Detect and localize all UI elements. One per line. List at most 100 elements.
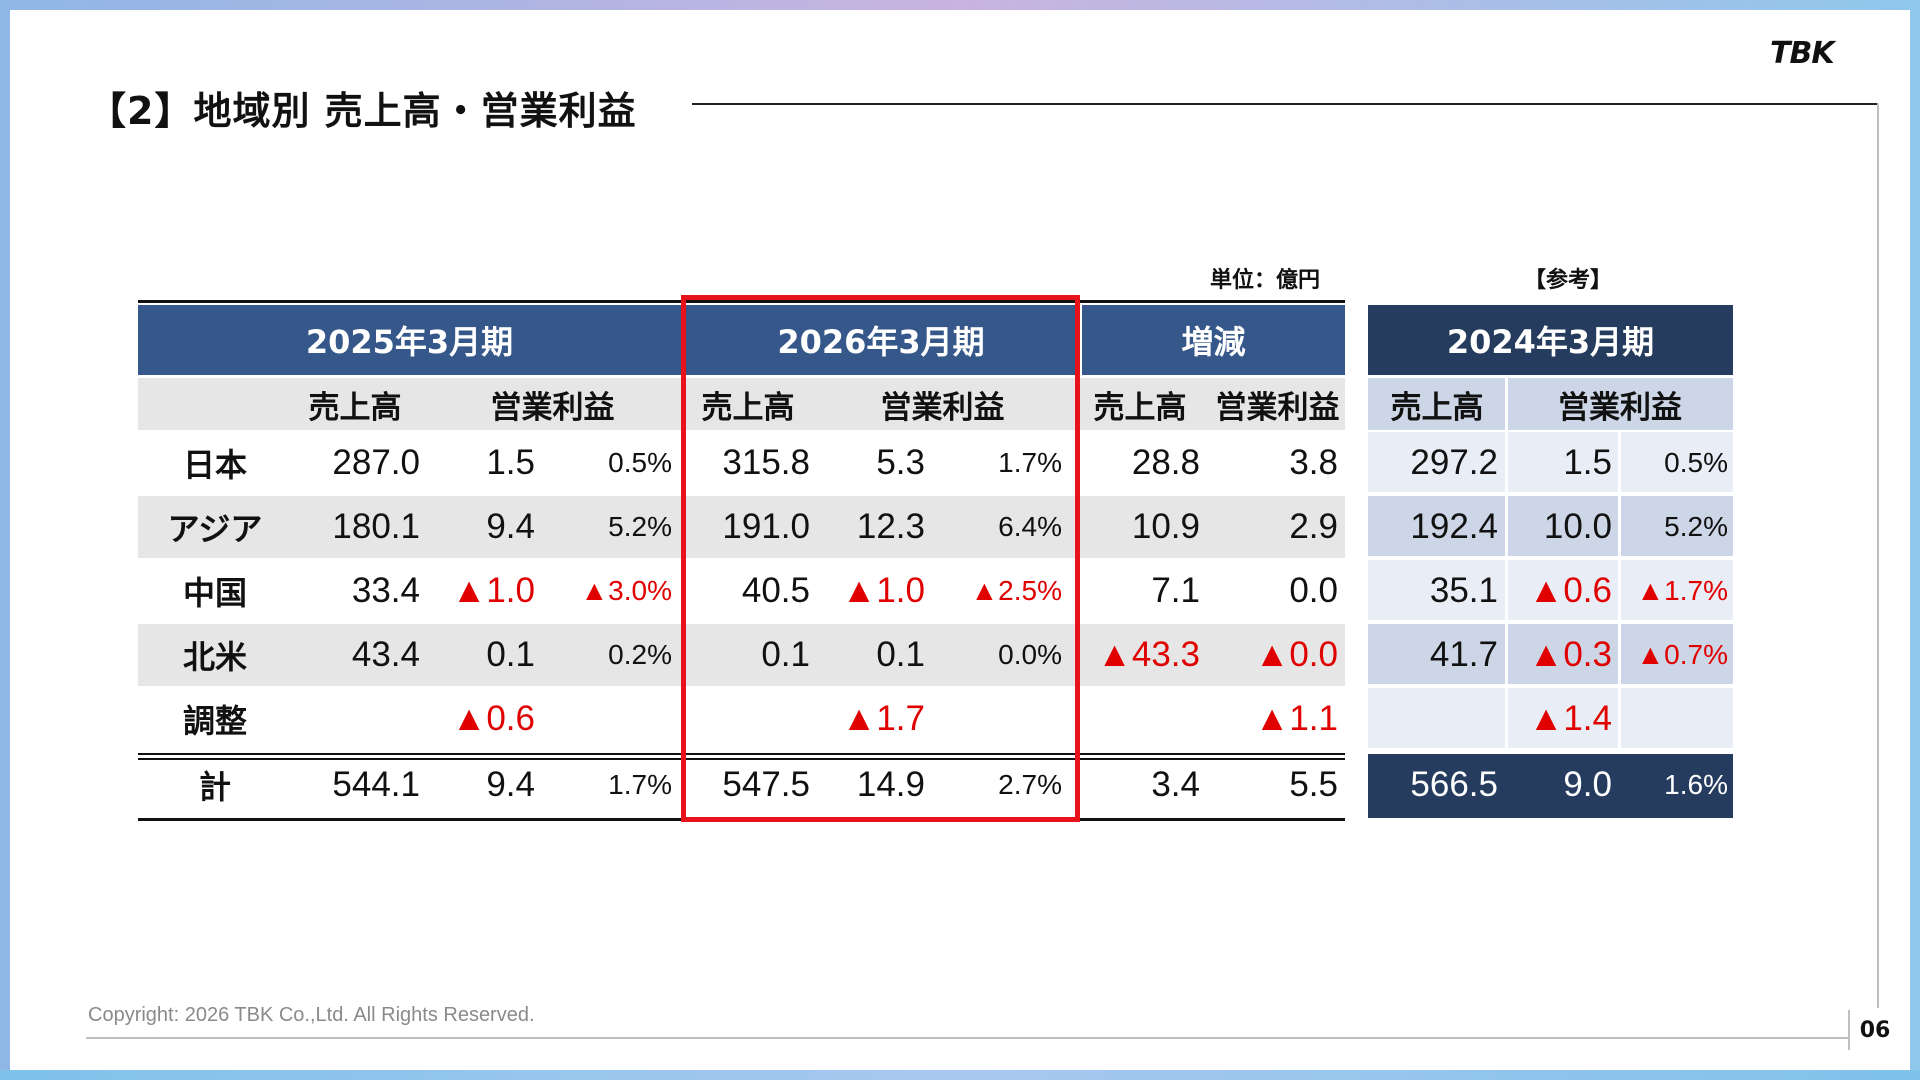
region-label: アジア bbox=[167, 510, 263, 548]
column-header: 売上高 bbox=[308, 389, 402, 426]
table-cell: 40.5 bbox=[741, 571, 810, 610]
region-label: 日本 bbox=[182, 446, 247, 484]
column-header: 売上高 bbox=[701, 389, 795, 426]
group-header: 2026年3月期 bbox=[686, 305, 1076, 375]
table-cell: 566.5 bbox=[1410, 765, 1498, 804]
table-cell bbox=[542, 688, 672, 750]
table-cell: ▲1.0 bbox=[451, 571, 535, 610]
ref-cell-divider bbox=[1505, 560, 1508, 622]
table-cell: 0.5% bbox=[1664, 447, 1728, 478]
ref-row-background bbox=[1368, 432, 1733, 494]
table-cell: ▲1.7% bbox=[1636, 575, 1728, 606]
ref-row-divider bbox=[1368, 684, 1733, 687]
table-cell: 5.5 bbox=[1289, 765, 1338, 804]
table-cell: 9.0 bbox=[1563, 765, 1612, 804]
ref-cell-divider bbox=[1505, 688, 1508, 750]
table-cell: 297.2 bbox=[1410, 443, 1498, 482]
table-cell: 5.2% bbox=[1664, 511, 1728, 542]
group-header: 2024年3月期 bbox=[1368, 305, 1733, 375]
table-cell: ▲3.0% bbox=[580, 575, 672, 606]
table-cell: 33.4 bbox=[351, 571, 420, 610]
table-cell: ▲1.4 bbox=[1528, 699, 1612, 738]
column-header: 営業利益 bbox=[880, 389, 1005, 426]
right-divider bbox=[1877, 103, 1879, 1008]
table-cell: 1.7% bbox=[998, 447, 1062, 478]
table-cell: 0.0 bbox=[1289, 571, 1338, 610]
subheader-row-ref bbox=[1368, 378, 1733, 430]
group-header: 2025年3月期 bbox=[138, 305, 681, 375]
table-top-rule bbox=[138, 300, 1345, 303]
table-cell: 2.7% bbox=[998, 769, 1062, 800]
table-cell: ▲1.1 bbox=[1254, 699, 1338, 738]
ref-row-background bbox=[1368, 624, 1733, 686]
ref-subheader-divider bbox=[1505, 378, 1508, 430]
fy2026-highlight-box bbox=[681, 295, 1080, 822]
column-header: 売上高 bbox=[1093, 389, 1187, 426]
page-title: 【2】地域別 売上高・営業利益 bbox=[88, 89, 637, 133]
table-cell: 10.9 bbox=[1131, 507, 1200, 546]
total-top-rule bbox=[138, 753, 1345, 755]
ref-cell-divider bbox=[1618, 624, 1621, 686]
region-label: 北米 bbox=[182, 638, 247, 676]
table-cell: 14.9 bbox=[856, 765, 925, 804]
page-number: 06 bbox=[1848, 1010, 1900, 1050]
ref-row-divider bbox=[1368, 748, 1733, 751]
ref-cell-divider bbox=[1618, 688, 1621, 750]
table-cell: 0.1 bbox=[486, 635, 535, 674]
group-header: 増減 bbox=[1082, 305, 1345, 375]
subheader-row bbox=[138, 378, 1345, 430]
table-cell: 0.1 bbox=[876, 635, 925, 674]
ref-cell-divider bbox=[1505, 432, 1508, 494]
table-cell: ▲0.6 bbox=[451, 699, 535, 738]
table-cell: 10.0 bbox=[1543, 507, 1612, 546]
row-background bbox=[138, 496, 1345, 558]
bottom-divider bbox=[86, 1037, 1848, 1039]
table-cell: 6.4% bbox=[998, 511, 1062, 542]
table-cell bbox=[1598, 688, 1728, 750]
reference-label: 【参考】 bbox=[1524, 268, 1613, 293]
table-cell: ▲43.3 bbox=[1097, 635, 1200, 674]
table-cell: 1.5 bbox=[486, 443, 535, 482]
table-cell: 3.8 bbox=[1289, 443, 1338, 482]
table-cell: 9.4 bbox=[486, 507, 535, 546]
ref-row-background bbox=[1368, 688, 1733, 750]
table-cell: 0.0% bbox=[998, 639, 1062, 670]
tbk-logo: TBK bbox=[1770, 36, 1835, 71]
ref-cell-divider bbox=[1618, 432, 1621, 494]
table-cell: 7.1 bbox=[1151, 571, 1200, 610]
title-divider bbox=[692, 103, 1878, 105]
ref-cell-divider bbox=[1618, 560, 1621, 622]
table-cell: ▲0.7% bbox=[1636, 639, 1728, 670]
unit-label: 単位：億円 bbox=[1210, 268, 1321, 293]
table-cell: 28.8 bbox=[1131, 443, 1200, 482]
region-label: 計 bbox=[198, 768, 231, 806]
table-cell: 5.2% bbox=[608, 511, 672, 542]
table-cell: 192.4 bbox=[1410, 507, 1498, 546]
table-cell: ▲0.6 bbox=[1528, 571, 1612, 610]
table-cell: 2.9 bbox=[1289, 507, 1338, 546]
column-header: 営業利益 bbox=[490, 389, 615, 426]
ref-row-divider bbox=[1368, 620, 1733, 623]
table-cell: 9.4 bbox=[486, 765, 535, 804]
table-cell: 1.5 bbox=[1563, 443, 1612, 482]
table-cell: 3.4 bbox=[1151, 765, 1200, 804]
table-cell: 0.1 bbox=[761, 635, 810, 674]
table-cell: 41.7 bbox=[1429, 635, 1498, 674]
ref-row-divider bbox=[1368, 492, 1733, 495]
table-cell: 12.3 bbox=[856, 507, 925, 546]
column-header: 営業利益 bbox=[1215, 389, 1340, 426]
ref-total-background bbox=[1368, 754, 1733, 818]
column-header: 営業利益 bbox=[1558, 389, 1682, 426]
table-cell: 5.3 bbox=[876, 443, 925, 482]
table-cell: 287.0 bbox=[332, 443, 420, 482]
table-cell: 191.0 bbox=[722, 507, 810, 546]
ref-row-divider bbox=[1368, 556, 1733, 559]
table-cell: ▲2.5% bbox=[970, 575, 1062, 606]
copyright-text: Copyright: 2026 TBK Co.,Ltd. All Rights … bbox=[88, 1004, 535, 1026]
table-cell: 547.5 bbox=[722, 765, 810, 804]
table-cell: 0.5% bbox=[608, 447, 672, 478]
ref-cell-divider bbox=[1618, 496, 1621, 558]
table-cell: ▲1.7 bbox=[841, 699, 925, 738]
table-cell: 180.1 bbox=[332, 507, 420, 546]
column-header: 売上高 bbox=[1390, 389, 1484, 426]
